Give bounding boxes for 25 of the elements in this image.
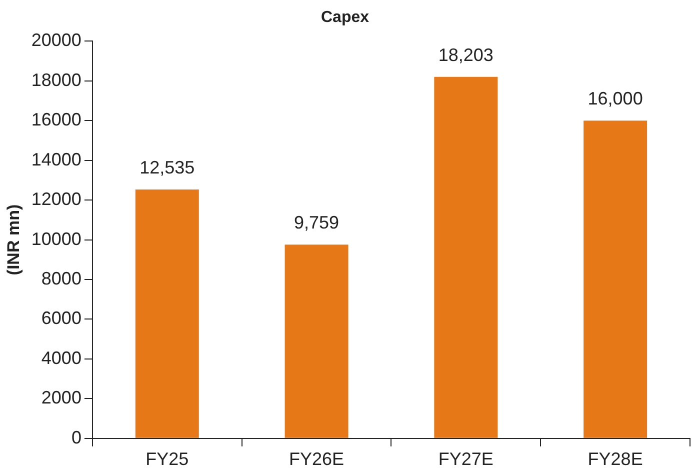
y-tick-label: 8000 <box>41 268 82 288</box>
y-tick-label: 10000 <box>31 228 82 249</box>
y-tick-label: 18000 <box>31 70 82 90</box>
y-tick-label: 6000 <box>41 308 82 328</box>
chart-title: Capex <box>320 9 370 26</box>
y-tick-label: 12000 <box>31 189 82 210</box>
y-tick-label: 14000 <box>31 149 82 170</box>
y-axis-title: (INR mn) <box>4 204 23 276</box>
data-label: 12,535 <box>140 157 195 178</box>
y-tick-label: 4000 <box>41 348 82 368</box>
bar <box>284 244 348 438</box>
x-tick-label: FY25 <box>146 449 189 470</box>
data-label: 18,203 <box>438 44 494 65</box>
y-tick-label: 0 <box>71 427 82 448</box>
bar <box>434 76 498 438</box>
x-tick-label: FY26E <box>289 449 344 470</box>
y-tick-label: 20000 <box>31 30 82 50</box>
bar <box>584 120 648 438</box>
data-label: 9,759 <box>294 212 340 233</box>
bar <box>135 189 199 438</box>
x-tick-label: FY27E <box>438 449 494 470</box>
data-label: 16,000 <box>588 88 643 109</box>
x-tick-label: FY28E <box>588 449 643 470</box>
y-tick-label: 2000 <box>41 388 82 408</box>
y-tick-label: 16000 <box>31 110 82 130</box>
